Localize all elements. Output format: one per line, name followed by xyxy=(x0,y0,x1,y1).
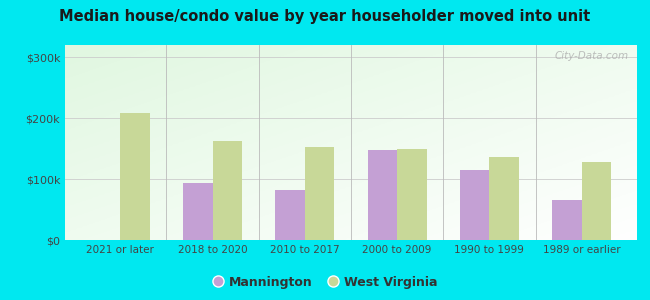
Text: City-Data.com: City-Data.com xyxy=(554,51,629,61)
Bar xyxy=(120,113,150,240)
Legend: Mannington, West Virginia: Mannington, West Virginia xyxy=(207,271,443,294)
Bar xyxy=(213,141,242,240)
Bar xyxy=(305,147,334,240)
Bar xyxy=(276,190,305,240)
Bar xyxy=(397,148,426,240)
Bar xyxy=(489,157,519,240)
Text: Median house/condo value by year householder moved into unit: Median house/condo value by year househo… xyxy=(59,9,591,24)
Bar xyxy=(460,170,489,240)
Bar xyxy=(183,183,213,240)
Bar xyxy=(368,150,397,240)
Bar xyxy=(582,162,611,240)
Bar xyxy=(552,200,582,240)
